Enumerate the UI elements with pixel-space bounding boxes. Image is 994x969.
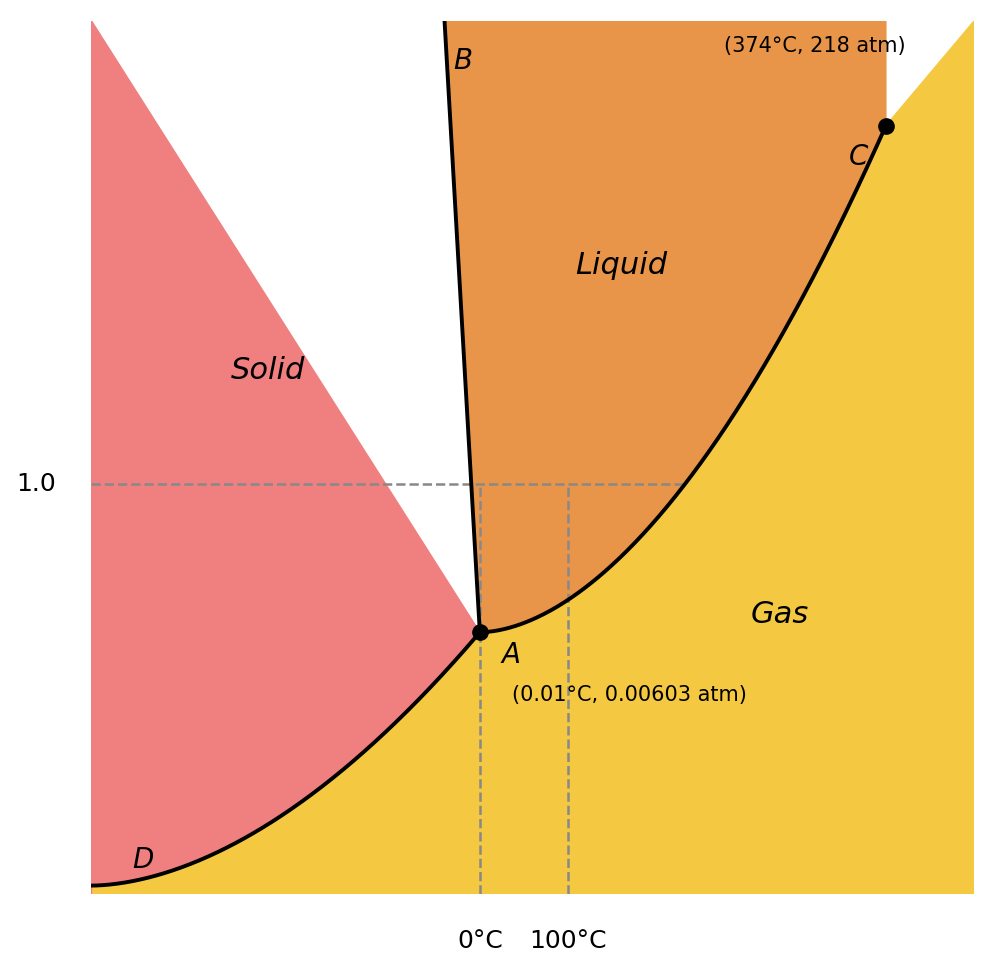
Text: Liquid: Liquid: [575, 251, 666, 280]
Text: A: A: [501, 641, 521, 669]
Text: (374°C, 218 atm): (374°C, 218 atm): [724, 36, 906, 56]
Text: C: C: [848, 143, 868, 172]
Polygon shape: [91, 20, 973, 894]
Text: 100°C: 100°C: [529, 929, 606, 953]
Text: B: B: [453, 47, 472, 75]
Polygon shape: [444, 20, 885, 633]
Text: 0°C: 0°C: [456, 929, 502, 953]
Polygon shape: [91, 20, 479, 894]
Text: Solid: Solid: [231, 356, 305, 385]
Text: (0.01°C, 0.00603 atm): (0.01°C, 0.00603 atm): [512, 685, 746, 704]
Text: D: D: [132, 846, 154, 874]
Text: 1.0: 1.0: [16, 472, 56, 496]
Text: Gas: Gas: [750, 601, 808, 629]
